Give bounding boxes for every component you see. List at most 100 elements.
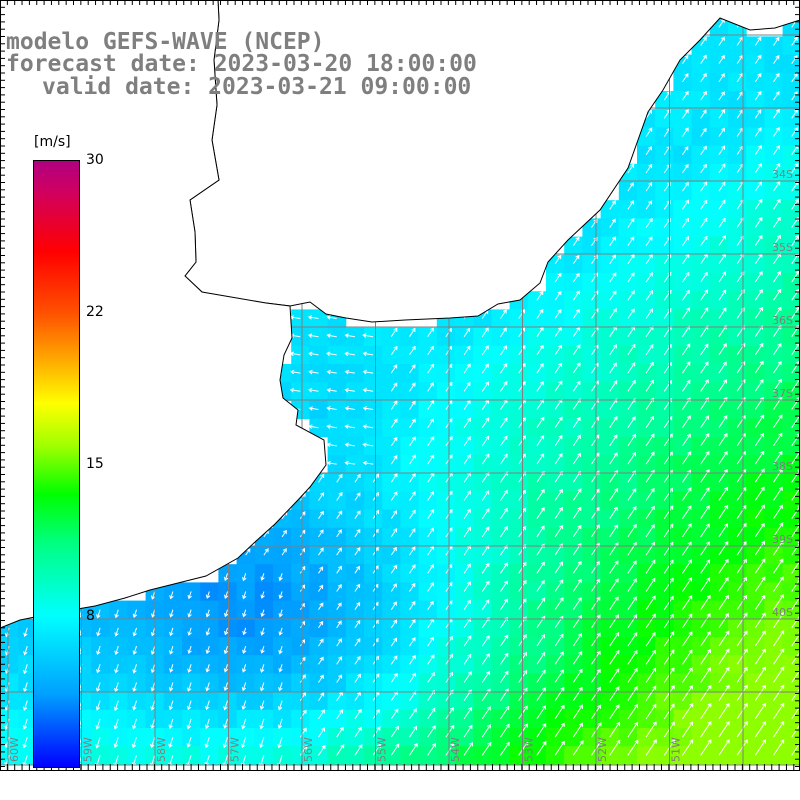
wind-cell [746, 345, 765, 365]
wind-arrow [336, 656, 343, 665]
wind-arrow [344, 406, 355, 411]
wind-arrow [773, 450, 783, 465]
wind-cell [618, 746, 638, 765]
wind-cell [764, 127, 784, 147]
wind-cell [618, 364, 638, 383]
wind-cell [655, 637, 674, 656]
wind-cell [436, 600, 456, 620]
wind-arrow [318, 709, 325, 720]
wind-cell [382, 418, 401, 438]
wind-cell [728, 127, 747, 147]
wind-cell [418, 546, 438, 565]
wind-cell [709, 163, 729, 183]
wind-arrow [95, 700, 101, 711]
wind-cell [655, 236, 674, 256]
wind-cell [764, 163, 784, 183]
wind-cell [746, 291, 765, 310]
wind-cell [527, 637, 547, 656]
wind-arrow [609, 686, 620, 701]
wind-arrow [500, 652, 509, 665]
wind-cell [691, 364, 711, 383]
wind-cell [309, 327, 329, 347]
lat-label: 39S [772, 533, 793, 546]
wind-arrow [718, 666, 730, 683]
wind-arrow [307, 315, 319, 320]
wind-arrow [336, 620, 342, 629]
wind-cell [382, 564, 401, 583]
wind-cell [618, 637, 638, 656]
wind-arrow [281, 529, 287, 538]
wind-cell [364, 400, 383, 420]
wind-arrow [463, 345, 471, 356]
wind-arrow [718, 469, 728, 483]
wind-arrow [336, 709, 344, 720]
wind-cell [709, 109, 729, 128]
wind-arrow [736, 612, 748, 629]
wind-cell [400, 473, 420, 492]
wind-cell [473, 618, 492, 638]
wind-arrow [736, 739, 748, 756]
wind-arrow [718, 307, 727, 319]
wind-arrow [773, 739, 785, 756]
wind-cell [746, 309, 765, 329]
wind-arrow [409, 582, 416, 592]
wind-arrow [390, 708, 399, 720]
wind-arrow [500, 363, 508, 374]
wind-arrow [260, 591, 265, 599]
wind-cell [691, 527, 711, 547]
wind-cell [455, 364, 474, 383]
wind-cell [455, 746, 474, 765]
wind-cell [728, 491, 747, 511]
wind-arrow [754, 360, 764, 374]
wind-cell [691, 200, 711, 219]
wind-cell [436, 509, 456, 529]
wind-arrow [481, 508, 490, 519]
wind-arrow [336, 473, 343, 483]
wind-cell [746, 509, 765, 529]
wind-arrow [500, 562, 508, 574]
coastline [0, 0, 800, 629]
lon-label: 58W [155, 737, 168, 762]
wind-arrow [718, 684, 730, 701]
wind-cell [564, 345, 583, 365]
wind-cell [764, 655, 784, 674]
wind-arrow [344, 369, 355, 375]
wind-arrow [336, 602, 342, 610]
wind-cell [655, 564, 674, 583]
wind-arrow [609, 560, 619, 574]
wind-cell [436, 473, 456, 492]
wind-arrow [299, 727, 307, 738]
wind-cell [418, 746, 438, 765]
wind-arrow [718, 91, 725, 101]
wind-arrow [150, 591, 156, 600]
wind-arrow [289, 387, 301, 393]
wind-cell [491, 564, 511, 583]
wind-arrow [260, 573, 265, 581]
wind-cell [637, 546, 656, 565]
wind-arrow [409, 454, 417, 465]
colorbar-label-22: 22 [86, 304, 104, 320]
wind-arrow [773, 360, 782, 374]
wind-arrow [536, 308, 544, 319]
wind-cell [764, 72, 784, 92]
wind-cell [345, 618, 365, 638]
wind-cell [509, 637, 529, 656]
wind-cell [364, 473, 383, 492]
wind-cell [728, 527, 747, 547]
wind-cell [764, 527, 784, 547]
wind-cell [728, 418, 747, 438]
wind-cell [546, 655, 565, 674]
wind-arrow [682, 649, 693, 665]
wind-cell [546, 273, 565, 292]
wind-arrow [23, 682, 28, 693]
wind-cell [455, 655, 474, 674]
wind-arrow [299, 709, 307, 720]
wind-arrow [645, 505, 655, 519]
wind-arrow [773, 648, 785, 665]
wind-cell [364, 564, 383, 583]
wind-cell [764, 345, 784, 365]
wind-cell [546, 728, 565, 747]
wind-arrow [336, 491, 343, 501]
wind-cell [764, 364, 784, 383]
wind-arrow [718, 594, 729, 610]
